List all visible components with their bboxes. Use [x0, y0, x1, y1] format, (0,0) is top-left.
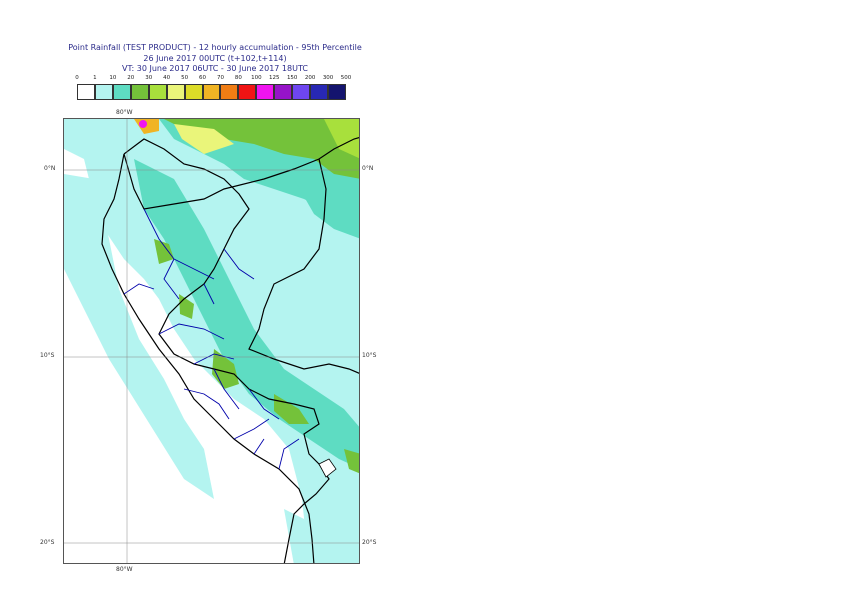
- legend-swatch: [220, 84, 239, 100]
- legend-swatch: [274, 84, 293, 100]
- lake-titicaca: [318, 458, 337, 478]
- coastline: [101, 153, 315, 563]
- rain-field-yellow: [174, 124, 234, 154]
- rain-field-peak: [139, 120, 147, 128]
- legend-swatch: [130, 84, 149, 100]
- lat-label-10s-right: 10°S: [362, 352, 377, 359]
- rain-field-green-d: [344, 449, 359, 474]
- lat-label-20s-left: 20°S: [40, 539, 55, 546]
- legend-tick-label: 60: [199, 75, 207, 81]
- region-borders: [123, 208, 300, 470]
- rain-field-mid-andes: [134, 159, 359, 469]
- rain-field-mid-east: [294, 179, 359, 239]
- legend-tick-label: 300: [322, 75, 334, 81]
- legend-swatch: [256, 84, 275, 100]
- rain-field-lime: [324, 119, 359, 159]
- legend-tick-label: 125: [269, 75, 280, 81]
- legend-tick-label: 50: [181, 75, 189, 81]
- legend-tick-label: 1: [93, 75, 97, 81]
- legend-swatch: [112, 84, 131, 100]
- legend-tick-label: 500: [340, 75, 352, 81]
- legend-swatch: [148, 84, 167, 100]
- legend-tick-label: 0: [75, 75, 79, 81]
- legend-swatch: [202, 84, 221, 100]
- legend-swatch: [166, 84, 185, 100]
- rain-field-light: [64, 119, 359, 563]
- legend-tick-label: 40: [163, 75, 171, 81]
- legend-swatch: [238, 84, 257, 100]
- lat-label-10s-left: 10°S: [40, 352, 55, 359]
- legend-tick-label: 80: [234, 75, 242, 81]
- legend-swatch: [310, 84, 329, 100]
- lat-label-20s-right: 20°S: [362, 539, 377, 546]
- legend-tick-label: 200: [304, 75, 316, 81]
- legend-swatch: [292, 84, 311, 100]
- lon-label-bottom: 80°W: [116, 566, 133, 573]
- legend-tick-label: 70: [216, 75, 224, 81]
- title-line-2: 26 June 2017 00UTC (t+102,t+114): [143, 54, 287, 63]
- legend-swatch: [77, 84, 95, 100]
- legend-tick-label: 100: [251, 75, 262, 81]
- legend-tick-label: 20: [127, 75, 135, 81]
- northern-border: [123, 136, 359, 210]
- lat-label-0-left: 0°N: [44, 165, 56, 172]
- rain-field-green-a: [154, 239, 174, 264]
- rain-field-light-west: [64, 174, 214, 499]
- legend-tick-label: 30: [145, 75, 153, 81]
- legend-swatch: [94, 84, 113, 100]
- map-svg: [64, 119, 359, 563]
- title-line-3: VT: 30 June 2017 06UTC - 30 June 2017 18…: [122, 64, 308, 73]
- title-line-1: Point Rainfall (TEST PRODUCT) - 12 hourl…: [68, 43, 362, 52]
- lon-label-top: 80°W: [116, 109, 133, 116]
- rainfall-map: [63, 118, 360, 564]
- lat-label-0-right: 0°N: [362, 165, 374, 172]
- legend-tick-label: 10: [109, 75, 117, 81]
- legend-tick-label: 150: [286, 75, 298, 81]
- legend-swatch: [328, 84, 346, 100]
- legend-swatch: [184, 84, 203, 100]
- eastern-border: [248, 158, 359, 374]
